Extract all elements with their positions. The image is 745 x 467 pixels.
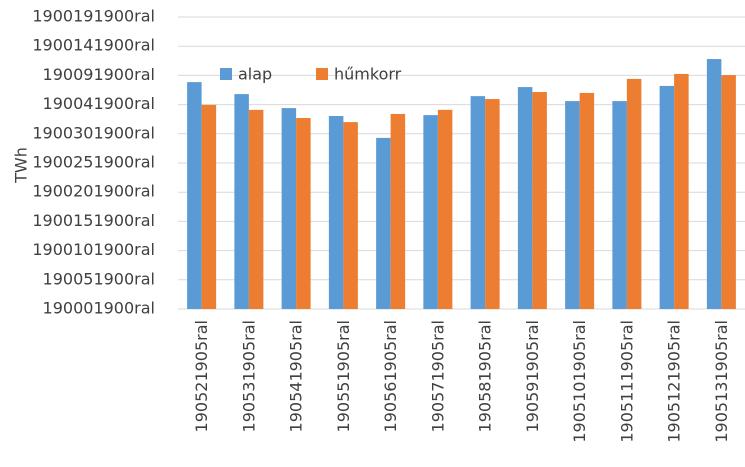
x-tick-label: 190551905ral [334, 320, 353, 432]
legend-swatch [316, 68, 328, 80]
bar [706, 59, 722, 309]
x-tick-label: 190571905ral [428, 320, 447, 432]
x-tick-label: 1905131905ral [712, 320, 731, 443]
x-tick-label: 190561905ral [381, 320, 400, 432]
bar [328, 115, 344, 309]
y-tick-label: 1900191900ral [32, 7, 155, 26]
bar [721, 75, 736, 309]
x-tick-label: 190591905ral [523, 320, 542, 432]
bar [565, 101, 580, 309]
y-tick-label: 1900301900ral [32, 123, 155, 142]
y-tick-label: 1900151900ral [32, 211, 155, 230]
bar [376, 137, 391, 309]
bar [201, 104, 217, 309]
y-tick-label: 190051900ral [43, 269, 155, 288]
y-axis-label: TWh [12, 147, 31, 184]
bar [234, 94, 249, 309]
x-tick-label: 1905121905ral [665, 320, 684, 443]
bar [659, 85, 675, 309]
bar [296, 118, 311, 309]
y-tick-label: 190001900ral [43, 299, 155, 318]
bar [674, 73, 689, 309]
x-tick-label: 1905111905ral [617, 320, 636, 443]
bar [187, 82, 202, 309]
bar [248, 109, 264, 309]
y-tick-label: 1900141900ral [32, 36, 155, 55]
bar [532, 92, 547, 309]
y-tick-label: 190041900ral [43, 94, 155, 113]
bar [579, 92, 595, 309]
x-tick-label: 190581905ral [476, 320, 495, 432]
bar [517, 87, 533, 309]
y-tick-label: 190091900ral [43, 65, 155, 84]
x-tick-label: 190541905ral [287, 320, 306, 432]
y-tick-label: 1900201900ral [32, 182, 155, 201]
bar [437, 109, 453, 309]
bar [343, 122, 358, 310]
x-tick-label: 1905101905ral [570, 320, 589, 443]
x-tick-label: 190531905ral [239, 320, 258, 432]
bar [626, 78, 642, 310]
bar [390, 113, 406, 309]
bar [281, 108, 297, 309]
bar [470, 96, 486, 309]
bar [612, 101, 627, 309]
x-tick-label: 190521905ral [192, 320, 211, 432]
bar [485, 99, 500, 309]
y-tick-label: 1900101900ral [32, 240, 155, 259]
legend-swatch [220, 68, 232, 80]
legend-label: alap [238, 65, 272, 84]
bar [423, 115, 438, 309]
legend-label: hűmkorr [334, 65, 402, 84]
y-tick-label: 1900251900ral [32, 153, 155, 172]
